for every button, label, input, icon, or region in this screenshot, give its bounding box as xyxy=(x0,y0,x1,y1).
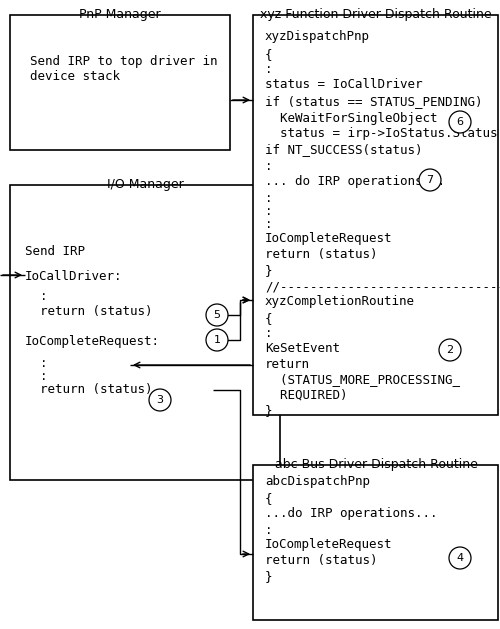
Text: :: : xyxy=(265,218,272,231)
Text: (STATUS_MORE_PROCESSING_: (STATUS_MORE_PROCESSING_ xyxy=(265,373,460,386)
Text: REQUIRED): REQUIRED) xyxy=(265,389,347,402)
Text: ...do IRP operations...: ...do IRP operations... xyxy=(265,507,438,520)
Text: }: } xyxy=(265,570,272,583)
Circle shape xyxy=(449,547,471,569)
Text: Send IRP: Send IRP xyxy=(25,245,85,258)
Circle shape xyxy=(206,304,228,326)
Text: 1: 1 xyxy=(214,335,220,345)
Text: if (status == STATUS_PENDING): if (status == STATUS_PENDING) xyxy=(265,95,482,108)
Bar xyxy=(10,185,280,480)
Text: }: } xyxy=(265,264,272,277)
Text: abc Bus Driver Dispatch Routine: abc Bus Driver Dispatch Routine xyxy=(274,458,478,471)
Circle shape xyxy=(439,339,461,361)
Text: IoCallDriver:: IoCallDriver: xyxy=(25,270,122,283)
Text: :: : xyxy=(265,205,272,218)
Text: {: { xyxy=(265,492,272,505)
Text: :: : xyxy=(265,327,272,340)
Text: return (status): return (status) xyxy=(40,305,152,318)
Text: abcDispatchPnp: abcDispatchPnp xyxy=(265,475,370,488)
Text: :: : xyxy=(265,63,272,76)
Text: IoCompleteRequest: IoCompleteRequest xyxy=(265,232,392,245)
Text: //----------------------------------------: //--------------------------------------… xyxy=(265,280,500,293)
Text: return (status): return (status) xyxy=(265,554,378,567)
Text: :: : xyxy=(265,524,272,537)
Text: :: : xyxy=(40,290,48,303)
Text: xyzDispatchPnp: xyzDispatchPnp xyxy=(265,30,370,43)
Text: return (status): return (status) xyxy=(265,248,378,261)
Text: xyzCompletionRoutine: xyzCompletionRoutine xyxy=(265,295,415,308)
Text: 5: 5 xyxy=(214,310,220,320)
Text: 7: 7 xyxy=(426,175,434,185)
Text: {: { xyxy=(265,312,272,325)
Text: status = IoCallDriver: status = IoCallDriver xyxy=(265,78,422,91)
Text: PnP Manager: PnP Manager xyxy=(79,8,161,21)
Text: 4: 4 xyxy=(456,553,464,563)
Bar xyxy=(10,15,230,150)
Circle shape xyxy=(449,111,471,133)
Circle shape xyxy=(419,169,441,191)
Text: return: return xyxy=(265,358,310,371)
Text: KeSetEvent: KeSetEvent xyxy=(265,342,340,355)
Text: IoCompleteRequest: IoCompleteRequest xyxy=(265,538,392,551)
Text: :: : xyxy=(40,370,48,383)
Text: 2: 2 xyxy=(446,345,454,355)
Text: }: } xyxy=(265,404,272,417)
Circle shape xyxy=(206,329,228,351)
Text: I/O Manager: I/O Manager xyxy=(106,178,184,191)
Circle shape xyxy=(149,389,171,411)
Text: xyz Function Driver Dispatch Routine: xyz Function Driver Dispatch Routine xyxy=(260,8,492,21)
Text: status = irp->IoStatus.Status: status = irp->IoStatus.Status xyxy=(265,127,498,140)
Text: ... do IRP operations...: ... do IRP operations... xyxy=(265,175,445,188)
Text: 6: 6 xyxy=(456,117,464,127)
Bar xyxy=(253,465,498,620)
Text: {: { xyxy=(265,48,272,61)
Text: Send IRP to top driver in
device stack: Send IRP to top driver in device stack xyxy=(30,55,218,83)
Text: IoCompleteRequest:: IoCompleteRequest: xyxy=(25,335,160,348)
Bar xyxy=(253,15,498,415)
Text: :: : xyxy=(265,192,272,205)
Text: :: : xyxy=(40,357,48,370)
Text: if NT_SUCCESS(status): if NT_SUCCESS(status) xyxy=(265,143,422,156)
Text: KeWaitForSingleObject: KeWaitForSingleObject xyxy=(265,112,438,125)
Text: :: : xyxy=(265,160,272,173)
Text: 3: 3 xyxy=(156,395,164,405)
Text: return (status): return (status) xyxy=(40,383,152,396)
